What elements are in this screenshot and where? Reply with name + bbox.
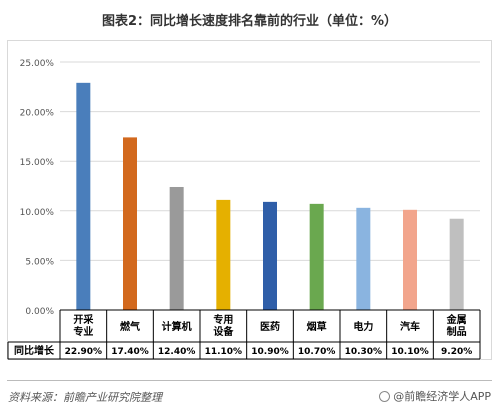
category-label: 计算机 bbox=[162, 320, 192, 333]
bar bbox=[76, 82, 91, 310]
category-label: 专用设备 bbox=[213, 313, 234, 338]
y-tick-label: 15.00% bbox=[20, 158, 55, 168]
category-label: 烟草 bbox=[307, 320, 327, 333]
bar bbox=[356, 207, 371, 310]
chart-title: 图表2：同比增长速度排名靠前的行业（单位：%） bbox=[101, 14, 398, 29]
bar bbox=[449, 218, 464, 310]
category-label: 金属制品 bbox=[446, 313, 467, 338]
data-table: 同比增长 开采专业 22.90% 燃气 17.40% 计算机 12.40% 专用设备 11.10… bbox=[7, 309, 481, 360]
y-tick-label: 10.00% bbox=[20, 208, 55, 218]
series-name-label: 同比增长 bbox=[14, 344, 55, 357]
bar bbox=[403, 209, 417, 310]
brand-credit[interactable]: @前瞻经济学人APP bbox=[379, 388, 491, 404]
bar bbox=[216, 199, 231, 310]
value-label: 10.10% bbox=[391, 347, 429, 357]
value-label: 11.10% bbox=[205, 347, 243, 357]
y-tick-label: 25.00% bbox=[20, 59, 55, 69]
value-label: 9.20% bbox=[441, 347, 472, 357]
value-label: 10.90% bbox=[251, 347, 289, 357]
category-label: 燃气 bbox=[120, 320, 140, 333]
category-label: 汽车 bbox=[400, 320, 420, 333]
value-label: 10.30% bbox=[345, 347, 383, 357]
category-label: 医药 bbox=[260, 320, 280, 333]
value-label: 17.40% bbox=[111, 347, 149, 357]
logo-icon bbox=[379, 390, 391, 402]
value-label: 22.90% bbox=[65, 347, 103, 357]
bar bbox=[263, 201, 277, 310]
category-label: 开采专业 bbox=[73, 313, 93, 338]
bar bbox=[169, 186, 184, 310]
y-axis-ticks: 0.00% 5.00% 10.00% 15.00% 20.00% 25.00% bbox=[20, 59, 55, 317]
category-label: 电力 bbox=[353, 320, 373, 333]
y-tick-label: 5.00% bbox=[25, 257, 54, 267]
bar bbox=[309, 203, 324, 310]
y-tick-label: 20.00% bbox=[20, 109, 55, 119]
footer-divider bbox=[7, 380, 492, 381]
bars bbox=[76, 82, 464, 310]
bar bbox=[123, 137, 137, 310]
brand-text: @前瞻经济学人APP bbox=[393, 390, 491, 403]
y-tick-label: 0.00% bbox=[25, 307, 54, 317]
value-label: 12.40% bbox=[158, 347, 196, 357]
value-label: 10.70% bbox=[298, 347, 336, 357]
source-note: 资料来源：前瞻产业研究院整理 bbox=[8, 391, 162, 404]
